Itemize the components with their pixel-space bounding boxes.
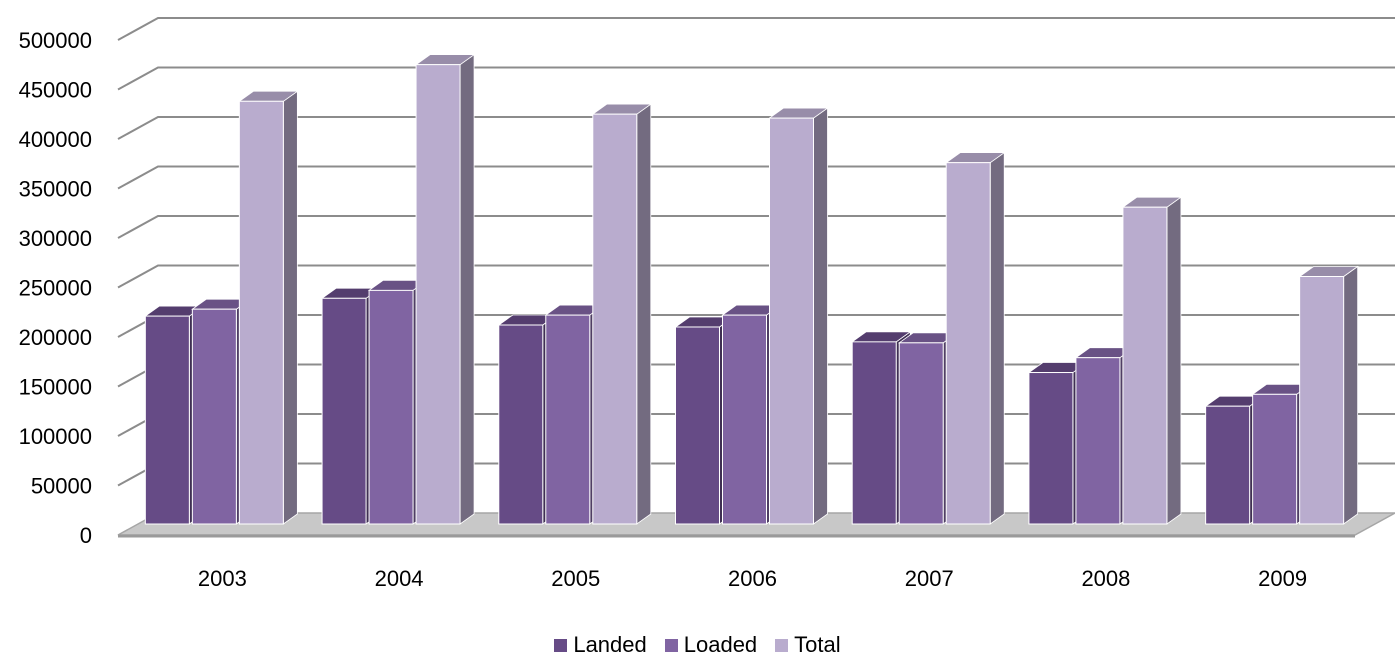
y-tick-label: 200000: [19, 325, 92, 350]
bar-front: [498, 324, 544, 525]
gridline: [117, 116, 1395, 140]
x-axis-tick-labels: 2003 2004 2005 2006 2007 2008 2009: [198, 566, 1307, 591]
legend-swatch-loaded: [664, 638, 678, 652]
bar-total-2009: [1298, 265, 1359, 525]
gridline: [117, 165, 1395, 190]
bar-side: [989, 151, 1005, 525]
bar-front: [191, 308, 237, 525]
gridline: [117, 66, 1395, 91]
bar-front: [945, 162, 991, 525]
bar-front: [592, 113, 638, 525]
y-tick-label: 250000: [19, 276, 92, 301]
bar-front: [898, 342, 944, 525]
bar-front: [1122, 206, 1168, 525]
bar-front: [1299, 276, 1345, 525]
bar-total-2005: [591, 103, 653, 525]
x-tick-label: 2008: [1081, 566, 1130, 591]
bar-side: [636, 103, 652, 525]
bar-side: [282, 90, 298, 525]
y-tick-label: 0: [80, 523, 92, 548]
gridlines: [117, 17, 1395, 487]
bar-front: [1252, 393, 1298, 525]
bar-total-2006: [768, 107, 829, 525]
bar-front: [851, 341, 897, 525]
bar-front: [769, 117, 814, 525]
y-axis-tick-labels: 0 50000 100000 150000 200000 250000 300000 3500…: [19, 28, 92, 548]
x-tick-label: 2007: [905, 566, 954, 591]
bar-front: [675, 326, 720, 525]
bar-side: [1343, 265, 1359, 525]
y-tick-label: 300000: [19, 226, 92, 251]
y-tick-label: 50000: [31, 474, 92, 499]
legend-label-total: Total: [794, 632, 841, 657]
y-tick-label: 500000: [19, 28, 92, 53]
bar-front: [1075, 357, 1121, 525]
bar-front: [1028, 372, 1074, 525]
y-tick-label: 100000: [19, 424, 92, 449]
x-tick-label: 2005: [551, 566, 600, 591]
bar-front: [368, 289, 414, 525]
bar-front: [545, 314, 591, 525]
gridline: [117, 215, 1395, 239]
bar-side: [813, 107, 828, 525]
y-tick-label: 400000: [19, 127, 92, 152]
bar-front: [321, 297, 367, 525]
gridline: [117, 17, 1395, 41]
legend-item-total: Total: [775, 632, 841, 658]
bar-side: [459, 53, 475, 525]
legend-label-landed: Landed: [573, 632, 647, 657]
y-tick-label: 350000: [19, 177, 92, 202]
bar-front: [722, 314, 767, 525]
legend-swatch-landed: [554, 638, 568, 652]
bar-side: [1166, 196, 1182, 525]
bars: [144, 53, 1359, 525]
bar-total-2004: [414, 53, 476, 525]
x-tick-label: 2006: [728, 566, 777, 591]
gridline: [117, 264, 1395, 289]
legend-label-loaded: Loaded: [683, 632, 758, 657]
legend-item-landed: Landed: [554, 632, 647, 658]
y-tick-label: 450000: [19, 78, 92, 103]
bar-total-2007: [944, 151, 1006, 525]
bar-total-2003: [238, 90, 299, 525]
bar-total-2008: [1121, 196, 1183, 525]
x-tick-label: 2003: [198, 566, 247, 591]
legend-swatch-total: [775, 638, 789, 652]
y-tick-label: 150000: [19, 375, 92, 400]
legend: Landed Loaded Total: [0, 632, 1395, 658]
bar-front: [1205, 405, 1251, 525]
legend-item-loaded: Loaded: [664, 632, 758, 658]
x-tick-label: 2004: [375, 566, 424, 591]
bar-front: [238, 100, 284, 525]
bar-front: [415, 64, 461, 525]
x-tick-label: 2009: [1258, 566, 1307, 591]
bar-front: [144, 315, 190, 525]
